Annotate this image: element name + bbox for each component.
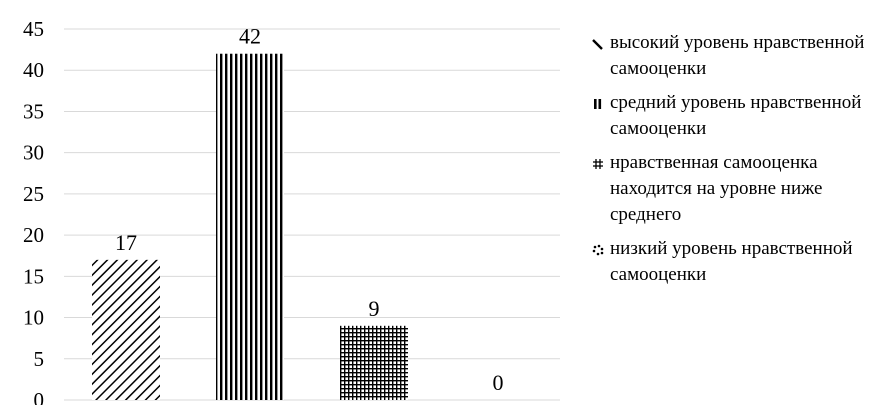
data-label: 42 [239,24,261,49]
y-axis-ticks: 0 5 10 15 20 25 30 35 40 45 [23,17,44,405]
y-tick-label: 10 [23,306,44,330]
legend-label: нравственная самооценка находится на уро… [610,152,823,225]
bars [92,53,408,400]
vertical-hatch-icon [594,99,602,109]
y-tick-label: 30 [23,141,44,165]
legend-item-medium: средний уровень нравственной самооценки [592,90,882,142]
y-tick-label: 25 [23,182,44,206]
data-label: 9 [369,296,380,321]
y-tick-label: 40 [23,58,44,82]
y-tick-label: 35 [23,99,44,123]
legend-item-below-average: нравственная самооценка находится на уро… [592,150,882,228]
diagonal-hatch-icon [592,39,603,50]
legend-label: высокий уровень нравственной самооценки [610,32,865,79]
dotted-pattern-icon [592,244,604,256]
legend-label: средний уровень нравственной самооценки [610,92,862,139]
bar [92,259,160,400]
legend-item-low: низкий уровень нравственной самооценки [592,236,882,288]
bar [340,325,408,400]
data-label: 0 [493,370,504,395]
legend-label: низкий уровень нравственной самооценки [610,238,853,285]
crosshatch-icon [593,159,603,169]
y-tick-label: 15 [23,264,44,288]
bar-chart: 0 5 10 15 20 25 30 35 40 45 17 42 9 0 [23,17,560,405]
data-label: 17 [115,230,137,255]
y-tick-label: 45 [23,17,44,41]
y-tick-label: 0 [34,388,45,405]
legend-item-high: высокий уровень нравственной самооценки [592,30,882,82]
y-tick-label: 20 [23,223,44,247]
data-labels: 17 42 9 0 [115,24,504,395]
legend: высокий уровень нравственной самооценки … [592,30,882,296]
y-tick-label: 5 [34,347,45,371]
bar [216,53,284,400]
